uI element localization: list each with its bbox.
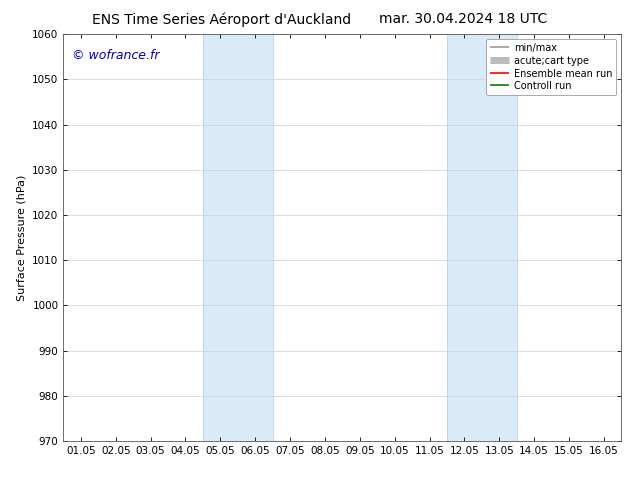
- Legend: min/max, acute;cart type, Ensemble mean run, Controll run: min/max, acute;cart type, Ensemble mean …: [486, 39, 616, 95]
- Bar: [203, 34, 273, 441]
- Text: mar. 30.04.2024 18 UTC: mar. 30.04.2024 18 UTC: [378, 12, 547, 26]
- Y-axis label: Surface Pressure (hPa): Surface Pressure (hPa): [16, 174, 27, 301]
- Text: ENS Time Series Aéroport d'Auckland: ENS Time Series Aéroport d'Auckland: [93, 12, 351, 27]
- Text: © wofrance.fr: © wofrance.fr: [72, 49, 159, 62]
- Bar: [447, 34, 517, 441]
